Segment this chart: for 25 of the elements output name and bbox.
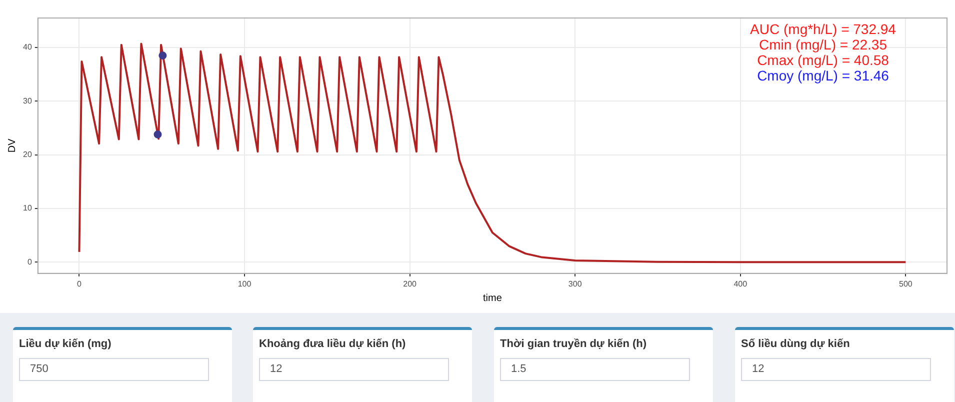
x-tick-label: 500 <box>898 279 913 288</box>
input-field: 750 <box>19 358 209 381</box>
y-tick-label: 30 <box>22 96 32 106</box>
text: Thời gian truyền dự kiến (h) <box>500 338 647 350</box>
annotation: AUC (mg*h/L) = 732.94 <box>750 20 896 37</box>
annotation: Cmin (mg/L) = 22.35 <box>759 36 888 52</box>
y-tick-label: 0 <box>27 257 32 266</box>
x-axis-title: time <box>482 292 502 304</box>
y-tick-label: 10 <box>22 204 32 213</box>
text: Khoảng đưa liều dự kiến (h) <box>259 338 406 350</box>
y-axis-title: DV <box>6 138 18 153</box>
input-field: 12 <box>259 358 449 381</box>
x-tick-label: 400 <box>734 279 748 288</box>
input-field: 1.5 <box>500 358 690 381</box>
y-tick-label: 40 <box>22 42 32 52</box>
x-tick-label: 0 <box>76 279 82 288</box>
x-tick-label: 100 <box>238 279 252 288</box>
text: Liều dự kiến (mg) <box>19 338 112 350</box>
text: Số liều dùng dự kiến <box>741 338 850 350</box>
annotation: Cmoy (mg/L) = 31.46 <box>757 67 890 84</box>
input-field: 12 <box>741 358 931 381</box>
x-tick-label: 200 <box>403 279 418 288</box>
x-tick-label: 300 <box>568 279 582 288</box>
annotation: Cmax (mg/L) = 40.58 <box>757 52 890 68</box>
y-tick-label: 20 <box>22 150 32 160</box>
